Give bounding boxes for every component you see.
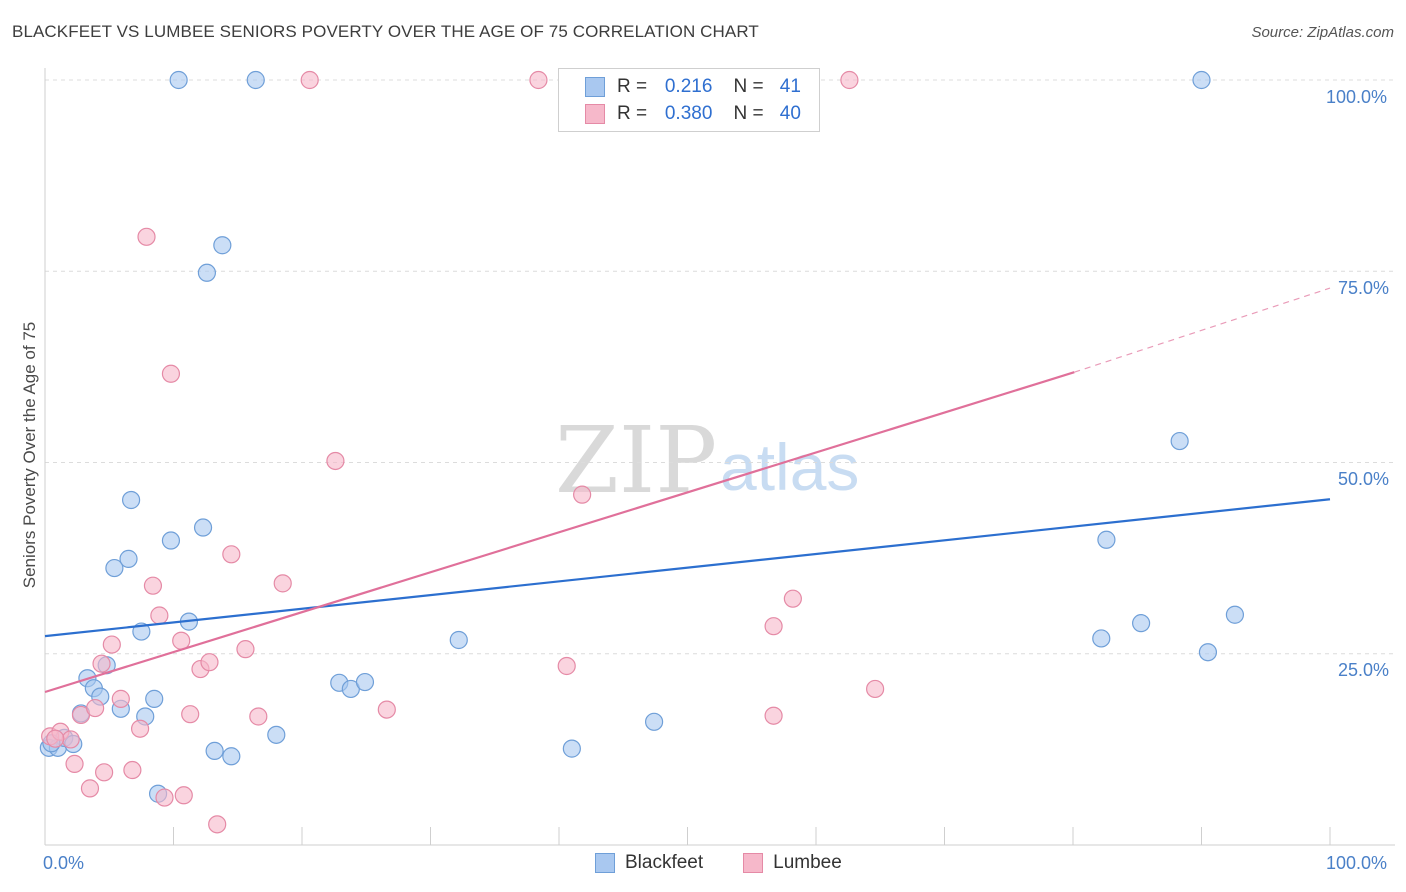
lumbee-point <box>174 786 193 805</box>
blackfeet-point <box>1092 629 1111 648</box>
blackfeet-point <box>1097 530 1116 549</box>
chart-source: Source: ZipAtlas.com <box>1251 24 1394 41</box>
blackfeet-point <box>1192 70 1211 90</box>
legend-label: Blackfeet <box>625 852 704 873</box>
series-legend: Blackfeet Lumbee <box>595 852 882 874</box>
blackfeet-point <box>562 739 581 758</box>
blackfeet-point <box>105 558 124 578</box>
r-label: R = <box>617 103 648 124</box>
blackfeet-point <box>222 747 241 766</box>
blackfeet-point <box>161 531 181 550</box>
legend-row-blackfeet: R = 0.216 N = 41 <box>585 75 801 99</box>
legend-row-lumbee: R = 0.380 N = 40 <box>585 102 801 126</box>
blackfeet-swatch <box>595 853 615 873</box>
blackfeet-point <box>1198 643 1218 662</box>
lumbee-point <box>143 576 163 595</box>
lumbee-point <box>783 589 802 608</box>
blackfeet-point <box>644 712 664 731</box>
blackfeet-trend-line <box>44 498 1331 638</box>
blackfeet-point <box>169 70 188 90</box>
x-tick-label: 0.0% <box>43 853 85 873</box>
blackfeet-point <box>1170 431 1189 451</box>
lumbee-point <box>300 70 319 90</box>
n-value: 40 <box>779 103 801 124</box>
blackfeet-point <box>121 490 141 510</box>
blackfeet-point <box>267 725 286 744</box>
lumbee-point <box>866 679 885 699</box>
lumbee-point <box>61 730 80 749</box>
lumbee-point <box>155 788 174 807</box>
lumbee-trend-extension <box>1074 287 1331 373</box>
lumbee-point <box>222 545 241 564</box>
lumbee-swatch <box>585 104 605 124</box>
lumbee-point <box>86 698 105 718</box>
blackfeet-point <box>193 518 213 537</box>
lumbee-point <box>65 754 84 774</box>
lumbee-point <box>236 640 255 659</box>
lumbee-point <box>161 364 181 383</box>
lumbee-point <box>46 729 65 748</box>
lumbee-point <box>137 227 156 246</box>
legend-item-lumbee[interactable]: Lumbee <box>743 852 842 874</box>
lumbee-point <box>200 653 219 672</box>
lumbee-point <box>102 635 121 654</box>
blackfeet-point <box>1225 605 1245 624</box>
blackfeet-point <box>449 630 468 650</box>
lumbee-point <box>208 815 227 834</box>
lumbee-point <box>150 606 169 625</box>
blackfeet-point <box>355 672 375 692</box>
lumbee-point <box>573 485 592 504</box>
blackfeet-point <box>197 263 217 282</box>
r-value: 0.380 <box>664 103 713 124</box>
n-value: 41 <box>779 76 801 97</box>
lumbee-point <box>92 654 111 673</box>
r-label: R = <box>617 76 648 97</box>
blackfeet-swatch <box>585 77 605 97</box>
blackfeet-point <box>213 236 232 255</box>
blackfeet-point <box>119 549 138 568</box>
y-tick-label: 50.0% <box>1338 469 1390 489</box>
lumbee-point <box>249 707 268 726</box>
blackfeet-point <box>205 741 224 761</box>
lumbee-point <box>764 706 783 725</box>
y-tick-label: 25.0% <box>1338 660 1390 680</box>
lumbee-point <box>95 763 114 782</box>
y-tick-label: 100.0% <box>1326 87 1388 107</box>
chart-title: BLACKFEET VS LUMBEE SENIORS POVERTY OVER… <box>12 22 759 41</box>
blackfeet-point <box>145 689 164 708</box>
y-tick-label: 75.0% <box>1338 278 1390 298</box>
lumbee-point <box>273 574 292 593</box>
correlation-legend: R = 0.216 N = 41 R = 0.380 N = 40 <box>558 68 820 132</box>
blackfeet-point <box>246 70 265 90</box>
lumbee-swatch <box>743 853 764 873</box>
lumbee-point <box>123 760 142 780</box>
lumbee-point <box>529 70 548 90</box>
blackfeet-point <box>1132 614 1151 633</box>
watermark-atlas: atlas <box>720 430 859 504</box>
lumbee-point <box>130 719 150 738</box>
lumbee-point <box>111 689 130 708</box>
lumbee-point <box>326 451 345 471</box>
n-label: N = <box>733 103 764 124</box>
lumbee-trend-line <box>44 371 1075 694</box>
lumbee-point <box>840 70 859 90</box>
legend-item-blackfeet[interactable]: Blackfeet <box>595 852 703 874</box>
x-tick-label: 100.0% <box>1326 853 1388 873</box>
legend-label: Lumbee <box>773 852 842 873</box>
n-label: N = <box>733 76 764 97</box>
lumbee-point <box>377 700 396 719</box>
lumbee-point <box>80 779 100 798</box>
lumbee-point <box>181 705 200 724</box>
lumbee-point <box>557 656 576 676</box>
lumbee-point <box>764 617 783 636</box>
r-value: 0.216 <box>664 76 713 97</box>
